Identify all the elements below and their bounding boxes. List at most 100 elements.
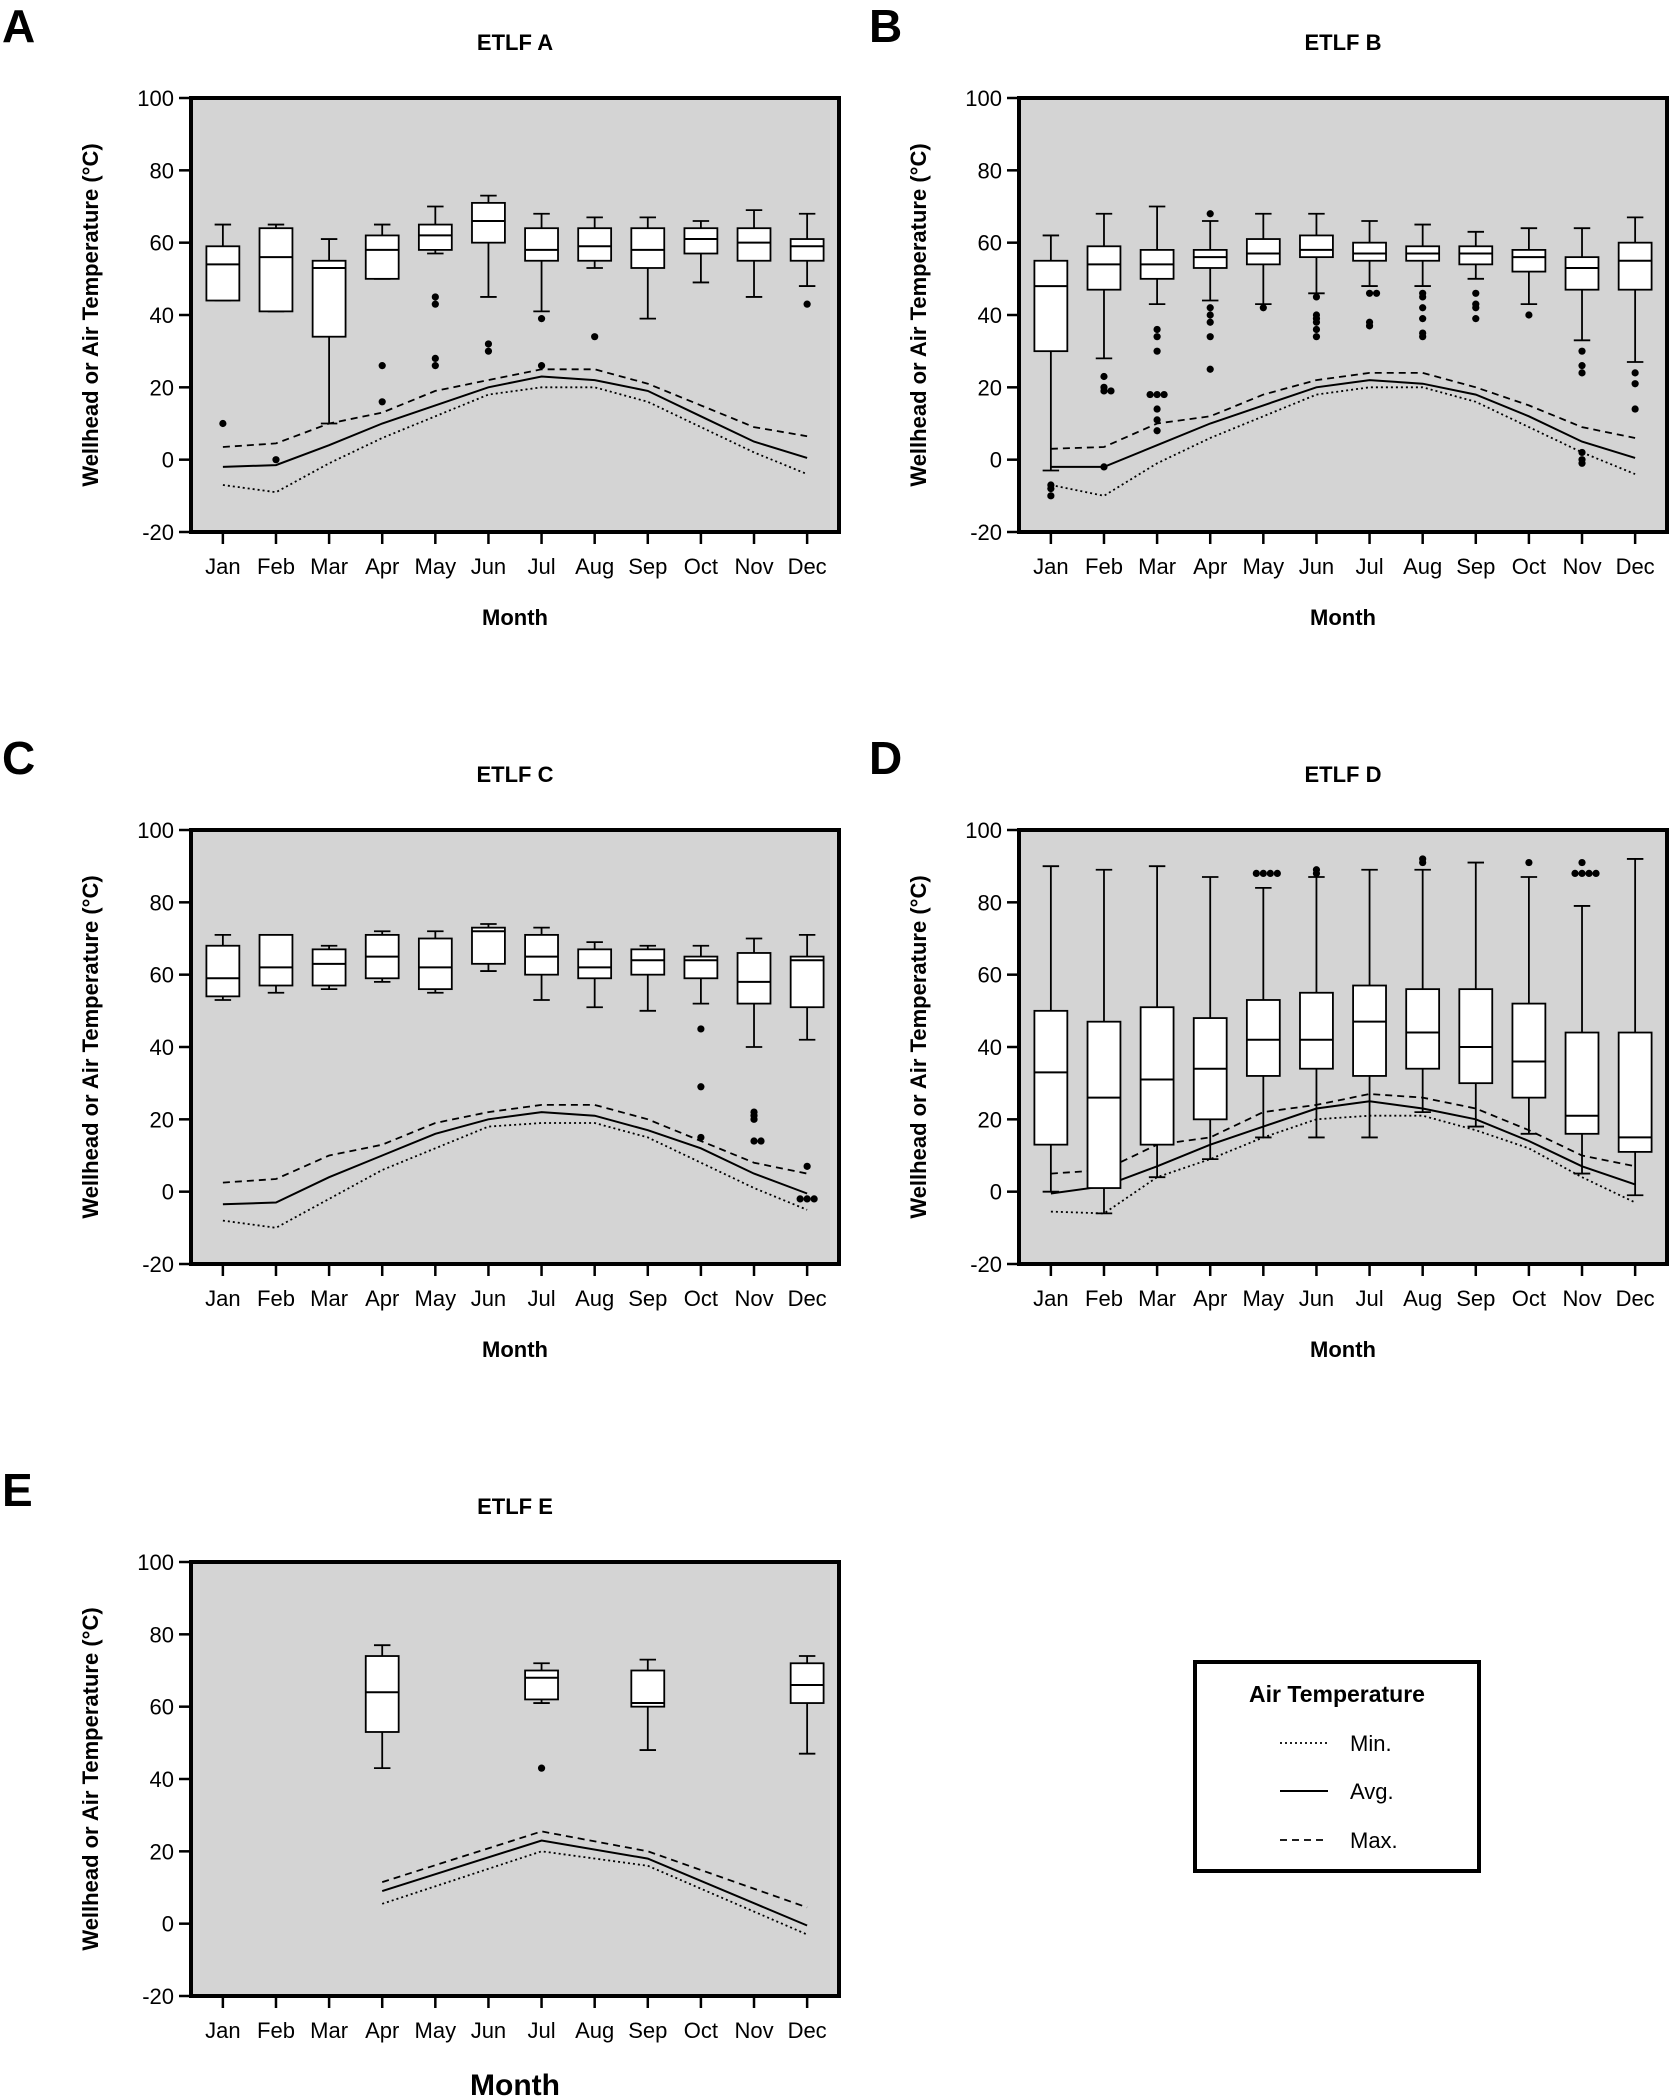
box-mar (1139, 865, 1175, 1179)
x-tick-label-jan: Jan (1033, 1286, 1068, 1311)
air-min-line (222, 1122, 808, 1229)
outlier-point (697, 1133, 705, 1142)
outlier-point (219, 419, 227, 428)
x-tick-label-sep: Sep (1456, 554, 1495, 579)
box-iqr (1617, 1031, 1653, 1153)
boxes-a (205, 194, 825, 464)
x-tick-label-nov: Nov (1562, 554, 1601, 579)
x-tick-label-may: May (1243, 1286, 1285, 1311)
outlier-point (1146, 390, 1154, 399)
x-axis-d: Jan Feb Mar Apr May Jun Jul Aug Sep Oct Nov Dec (1033, 1264, 1655, 1311)
box-jul (524, 1662, 559, 1772)
outlier-point (1252, 869, 1260, 878)
outlier-point (750, 1137, 758, 1145)
box-iqr (1511, 1002, 1547, 1099)
box-may (1245, 869, 1281, 1139)
box-iqr (1511, 248, 1547, 273)
outlier-point (1631, 369, 1639, 377)
air-min-line (1050, 1114, 1636, 1215)
box-iqr (1564, 1031, 1600, 1135)
outlier-point (1578, 459, 1586, 467)
y-tick-label: -20 (970, 520, 1002, 545)
box-dec (789, 933, 825, 1203)
x-tick-label-jun: Jun (471, 2018, 506, 2043)
box-iqr (1352, 241, 1387, 262)
x-tick-label-apr: Apr (365, 554, 399, 579)
x-tick-label-dec: Dec (788, 2018, 827, 2043)
legend: Air Temperature Min. Avg. Max. (1193, 1660, 1481, 1873)
legend-title: Air Temperature (1249, 1681, 1425, 1707)
x-tick-label-may: May (415, 1286, 457, 1311)
y-tick-label: 0 (162, 1180, 174, 1205)
box-iqr (1299, 234, 1334, 259)
box-apr (1192, 210, 1228, 373)
outlier-point (1047, 485, 1055, 493)
box-sep (1458, 861, 1494, 1128)
x-tick-label-oct: Oct (684, 2018, 718, 2043)
box-apr (364, 1644, 400, 1770)
outlier-point (803, 1195, 811, 1203)
boxes-d (1033, 855, 1653, 1215)
outlier-point (1100, 387, 1108, 395)
box-jun (1299, 866, 1334, 1139)
outlier-point (1578, 858, 1586, 867)
boxes-e (364, 1644, 825, 1772)
box-iqr (1617, 241, 1653, 291)
outlier-point (591, 333, 599, 341)
y-tick-label: 100 (137, 818, 174, 843)
outlier-point (431, 293, 439, 301)
y-tick-label: 40 (150, 1767, 174, 1792)
y-tick-label: 0 (162, 448, 174, 473)
air-avg-line (381, 1839, 808, 1927)
box-jun (471, 923, 506, 972)
box-sep (630, 1658, 666, 1751)
panel-a: A ETLF A Wellhead or Air Temperature (°C… (2, 0, 841, 630)
outlier-point (1312, 333, 1321, 341)
outlier-point (1419, 333, 1427, 341)
air-avg-line (222, 1111, 808, 1206)
outlier-point (1266, 869, 1274, 878)
box-jul (1352, 220, 1387, 330)
x-tick-label-jul: Jul (1355, 1286, 1383, 1311)
y-axis-e: -20 0 20 40 60 80 100 (137, 1550, 191, 2009)
plot-area-a (189, 96, 841, 534)
x-tick-label-may: May (415, 554, 457, 579)
panel-title-d: ETLF D (1305, 762, 1382, 787)
y-axis-title-a: Wellhead or Air Temperature (°C) (78, 143, 103, 486)
air-max-line (222, 1104, 808, 1184)
box-feb (258, 223, 294, 464)
y-axis-c: -20 0 20 40 60 80 100 (137, 818, 191, 1277)
air-lines-b (1050, 371, 1636, 497)
x-axis-title-b: Month (1310, 605, 1376, 630)
x-axis-c: Jan Feb Mar Apr May Jun Jul Aug Sep Oct Nov Dec (205, 1264, 827, 1311)
outlier-point (537, 315, 546, 323)
box-aug (577, 941, 613, 1009)
box-iqr (471, 926, 506, 965)
x-axis-e: Jan Feb Mar Apr May Jun Jul Aug Sep Oct Nov Dec (205, 1996, 827, 2043)
outlier-point (431, 362, 439, 370)
legend-avg-label: Avg. (1350, 1779, 1394, 1804)
box-dec (789, 1655, 825, 1755)
box-nov (1564, 858, 1600, 1175)
box-iqr (205, 944, 241, 998)
x-tick-label-oct: Oct (684, 1286, 718, 1311)
outlier-point (1365, 289, 1374, 297)
box-may (417, 930, 453, 994)
outlier-point (1312, 325, 1321, 334)
y-tick-label: 0 (990, 448, 1002, 473)
box-oct (683, 220, 719, 284)
x-tick-label-mar: Mar (310, 2018, 348, 2043)
outlier-point (1100, 463, 1108, 471)
box-iqr (364, 1655, 400, 1733)
box-iqr (1564, 256, 1600, 291)
y-axis-title-c: Wellhead or Air Temperature (°C) (78, 875, 103, 1218)
box-oct (1511, 227, 1547, 319)
legend-max-label: Max. (1350, 1828, 1398, 1853)
box-iqr (1405, 988, 1441, 1070)
box-iqr (1192, 248, 1228, 269)
box-sep (1458, 230, 1494, 323)
air-avg-line (222, 375, 808, 468)
panel-letter-a: A (2, 0, 35, 52)
y-tick-label: 60 (150, 231, 174, 256)
